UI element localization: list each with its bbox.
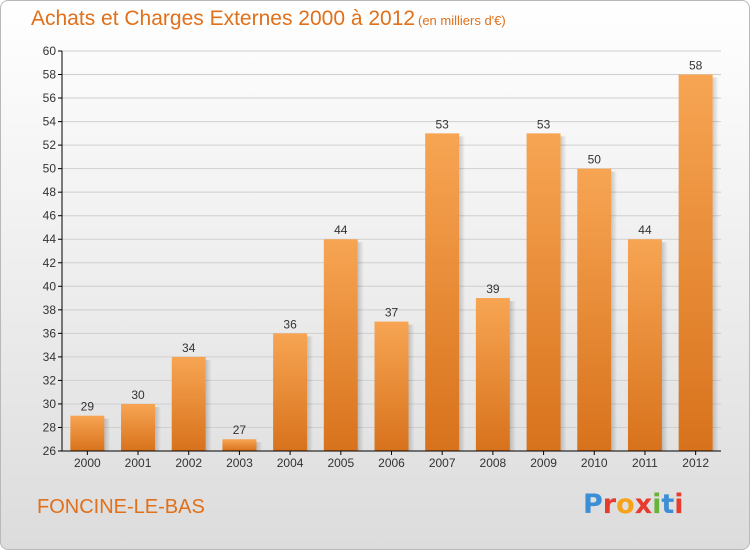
y-tick-label: 32 [43,373,57,387]
x-tick-label: 2006 [378,456,405,470]
logo-letter: i [652,489,662,520]
y-tick-label: 48 [43,185,57,199]
y-tick-label: 42 [43,256,57,270]
bar-shadow [611,171,618,451]
bar-shadow [509,301,516,451]
bar-shadow [712,77,719,451]
data-label: 53 [436,117,450,131]
bar [627,239,662,451]
logo-letter: x [634,489,653,520]
chart-title: Achats et Charges Externes 2000 à 2012 [31,7,416,30]
y-tick-label: 44 [43,232,57,246]
bar-shadow [408,324,415,451]
data-label: 30 [131,388,145,402]
y-tick-label: 58 [43,68,57,82]
bar-shadow [256,442,263,451]
bar-shadow [560,136,567,451]
bar-shadow [459,136,466,451]
x-tick-label: 2002 [175,456,202,470]
data-label: 58 [689,59,703,73]
x-tick-label: 2012 [682,456,709,470]
y-tick-label: 56 [43,91,57,105]
data-label: 29 [81,400,95,414]
x-tick-label: 2010 [581,456,608,470]
proxiti-logo[interactable]: Proxiti [583,489,684,520]
logo-letter: t [661,489,675,520]
y-tick-label: 50 [43,162,57,176]
chart-unit: (en milliers d'€) [418,13,506,28]
logo-letter: i [674,489,684,520]
bar [577,168,612,451]
bar [475,298,510,451]
commune-name: FONCINE-LE-BAS [37,496,205,518]
logo-letter: o [616,489,635,520]
x-tick-label: 2000 [74,456,101,470]
bar [222,439,257,451]
y-tick-label: 36 [43,326,57,340]
bar-shadow [155,406,162,451]
x-tick-label: 2003 [226,456,253,470]
y-tick-label: 30 [43,397,57,411]
bar [273,333,308,451]
bar [425,133,460,451]
x-tick-label: 2009 [530,456,557,470]
bar [121,403,156,451]
bar-shadow [661,242,668,451]
x-tick-label: 2001 [125,456,152,470]
y-tick-label: 34 [43,350,57,364]
data-label: 44 [334,223,348,237]
y-tick-label: 52 [43,138,57,152]
data-label: 53 [537,117,551,131]
y-tick-label: 38 [43,303,57,317]
bar-shadow [104,418,111,451]
data-label: 36 [283,317,297,331]
bar-shadow [205,359,212,451]
y-tick-label: 46 [43,209,57,223]
x-tick-label: 2011 [632,456,658,470]
x-tick-label: 2005 [327,456,354,470]
y-tick-label: 40 [43,279,57,293]
data-label: 27 [233,423,247,437]
data-label: 44 [638,223,652,237]
data-label: 50 [588,153,602,167]
x-tick-label: 2008 [480,456,507,470]
bar [70,415,105,451]
bar [374,321,409,451]
logo-letter: P [583,489,603,520]
y-tick-label: 54 [43,115,57,129]
bar-shadow [307,336,314,451]
bar [678,74,713,451]
y-tick-label: 28 [43,420,57,434]
bar [323,239,358,451]
bar-shadow [357,242,364,451]
logo-letter: r [602,489,617,520]
y-tick-label: 26 [43,444,57,458]
x-tick-label: 2007 [429,456,456,470]
data-label: 37 [385,306,399,320]
data-label: 34 [182,341,196,355]
y-tick-label: 60 [43,44,57,58]
bar [171,356,206,451]
bar [526,133,561,451]
x-tick-label: 2004 [277,456,304,470]
data-label: 39 [486,282,500,296]
